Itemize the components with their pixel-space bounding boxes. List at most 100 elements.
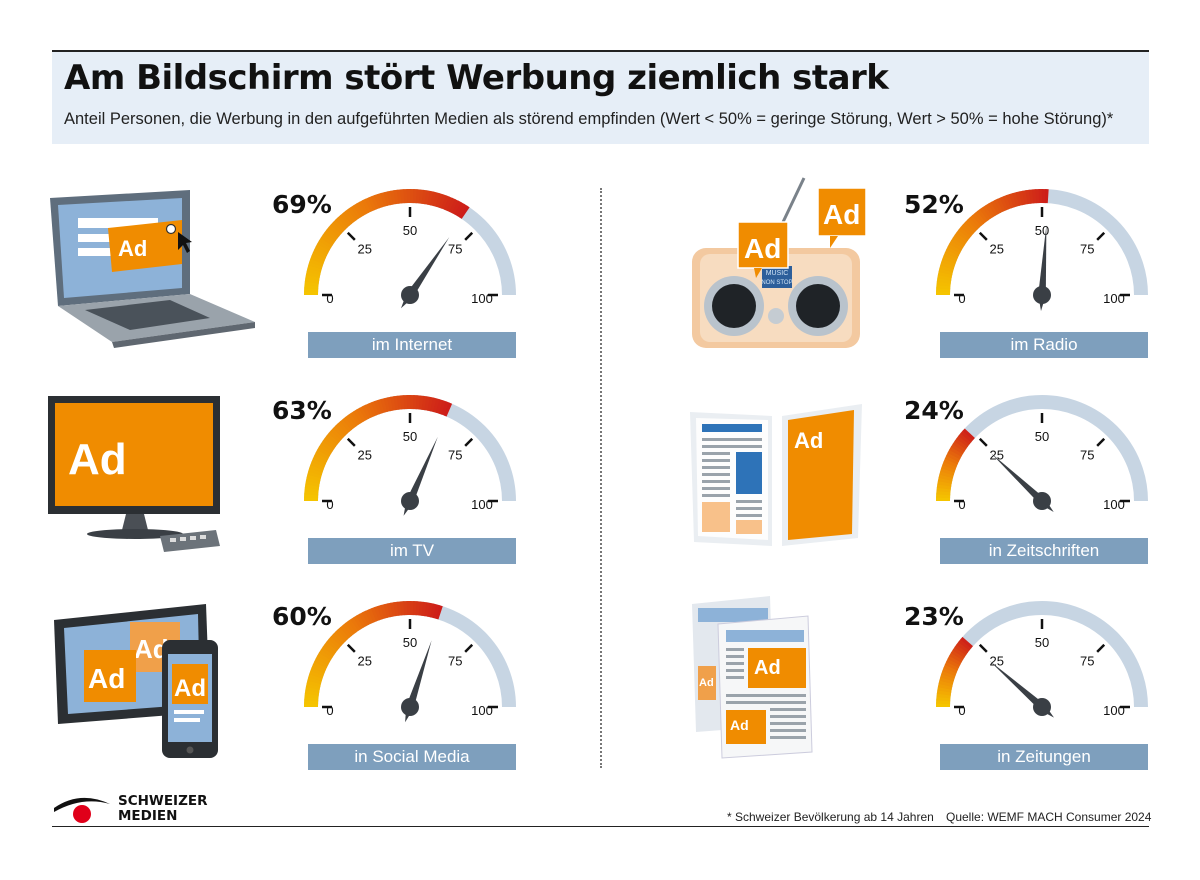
gauge-needle-hub <box>401 698 419 716</box>
magazine-icon: Ad <box>690 404 862 546</box>
gauge-tick <box>1096 231 1106 241</box>
page-title: Am Bildschirm stört Werbung ziemlich sta… <box>64 58 889 98</box>
page-subtitle: Anteil Personen, die Werbung in den aufg… <box>64 110 1114 128</box>
gauge-scale-label: 100 <box>471 497 493 512</box>
gauge-scale-label: 50 <box>403 223 417 238</box>
gauge-scale-label: 25 <box>358 448 372 463</box>
gauge-fill-segment <box>459 205 470 219</box>
radio-icon: MUSIC NON STOP Ad Ad <box>692 177 867 348</box>
logo-line2: MEDIEN <box>118 808 178 824</box>
gauge-internet: 69% 0 25 50 75 100 im Internet <box>270 188 516 380</box>
newspaper-icon: Ad Ad Ad <box>692 596 813 759</box>
svg-text:Ad: Ad <box>174 675 206 702</box>
gauge-tick <box>464 231 474 241</box>
gauge-tick <box>1096 643 1106 653</box>
gauge-scale-label: 25 <box>358 654 372 669</box>
radio-screen-line2: NON STOP <box>761 280 792 286</box>
top-rule <box>52 50 1149 52</box>
gauge-zeitschriften: 24% 0 25 50 75 100 in Zeitschriften <box>902 395 1148 586</box>
gauge-scale-label: 0 <box>958 703 965 718</box>
gauge-fill-segment <box>443 402 453 417</box>
svg-text:Ad: Ad <box>744 233 781 264</box>
gauge-tv: 63% 0 25 50 75 100 im TV <box>270 394 516 586</box>
gauge-scale-label: 100 <box>1103 497 1125 512</box>
svg-text:Ad: Ad <box>754 657 781 679</box>
gauge-label: in Social Media <box>308 744 516 770</box>
svg-text:Ad: Ad <box>730 717 749 733</box>
svg-text:Ad: Ad <box>88 663 125 694</box>
gauge-social-media: 60% 0 25 50 75 100 in Social Media <box>270 600 516 792</box>
gauge-scale-label: 50 <box>1035 429 1049 444</box>
gauge-tick <box>346 437 356 447</box>
gauge-needle-hub <box>1033 698 1051 716</box>
gauge-scale-label: 25 <box>990 242 1004 257</box>
gauge-needle-hub <box>1033 286 1051 304</box>
gauge-radio: 52% 0 25 50 75 100 im Radio <box>902 188 1148 380</box>
gauge-scale-label: 25 <box>990 448 1004 463</box>
gauge-scale-label: 0 <box>958 497 965 512</box>
gauge-label: im Internet <box>308 332 516 358</box>
gauge-scale-label: 75 <box>448 654 462 669</box>
gauge-value: 60% <box>272 602 332 631</box>
gauge-label: in Zeitschriften <box>940 538 1148 564</box>
gauge-fill-segment <box>960 636 974 649</box>
gauge-label: in Zeitungen <box>940 744 1148 770</box>
column-divider <box>600 188 602 768</box>
gauge-scale-label: 100 <box>1103 703 1125 718</box>
laptop-icon: Ad <box>50 190 255 348</box>
gauge-scale-label: 50 <box>403 429 417 444</box>
gauge-value: 23% <box>904 602 964 631</box>
gauge-tick <box>464 437 474 447</box>
radio-screen-line1: MUSIC <box>766 270 789 277</box>
gauge-scale-label: 75 <box>1080 654 1094 669</box>
logo-line1: SCHWEIZER <box>118 793 208 809</box>
gauge-needle-hub <box>1033 492 1051 510</box>
gauge-scale-label: 75 <box>448 242 462 257</box>
gauge-zeitungen: 23% 0 25 50 75 100 in Zeitungen <box>902 601 1148 792</box>
gauge-scale-label: 25 <box>358 242 372 257</box>
footer-rule <box>52 826 1149 827</box>
gauge-tick <box>464 643 474 653</box>
gauge-scale-label: 100 <box>471 291 493 306</box>
gauge-label: im Radio <box>940 332 1148 358</box>
gauge-tick <box>978 231 988 241</box>
gauge-scale-label: 50 <box>1035 223 1049 238</box>
gauge-value: 52% <box>904 190 964 219</box>
gauge-label: im TV <box>308 538 516 564</box>
source: Quelle: WEMF MACH Consumer 2024 <box>946 810 1152 824</box>
tv-icon: Ad <box>48 396 220 552</box>
gauge-scale-label: 0 <box>326 497 333 512</box>
gauge-tick <box>346 643 356 653</box>
footnote: * Schweizer Bevölkerung ab 14 Jahren <box>727 810 934 824</box>
gauge-value: 69% <box>272 190 332 219</box>
gauge-scale-label: 0 <box>326 291 333 306</box>
gauge-value: 63% <box>272 396 332 425</box>
tv-ad-text: Ad <box>68 435 127 484</box>
gauge-tick <box>978 643 988 653</box>
gauge-scale-label: 75 <box>448 448 462 463</box>
gauge-tick <box>346 231 356 241</box>
gauge-scale-label: 0 <box>958 291 965 306</box>
laptop-ad-text: Ad <box>118 236 147 261</box>
svg-text:Ad: Ad <box>699 677 714 689</box>
gauge-needle-hub <box>401 286 419 304</box>
gauge-scale-label: 100 <box>471 703 493 718</box>
gauge-scale-label: 75 <box>1080 448 1094 463</box>
gauge-fill-segment <box>962 428 975 441</box>
gauge-scale-label: 50 <box>403 635 417 650</box>
header-banner: Am Bildschirm stört Werbung ziemlich sta… <box>52 52 1149 144</box>
gauge-scale-label: 25 <box>990 654 1004 669</box>
gauge-value: 24% <box>904 396 964 425</box>
logo-mark-icon <box>54 797 110 823</box>
gauge-scale-label: 100 <box>1103 291 1125 306</box>
tablet-phone-icon: Ad Ad Ad <box>54 604 218 758</box>
gauge-fill-segment <box>435 605 443 620</box>
gauge-tick <box>978 437 988 447</box>
gauge-needle-hub <box>401 492 419 510</box>
gauge-scale-label: 75 <box>1080 242 1094 257</box>
gauge-tick <box>1096 437 1106 447</box>
svg-text:Ad: Ad <box>794 428 823 453</box>
gauge-scale-label: 50 <box>1035 635 1049 650</box>
gauge-scale-label: 0 <box>326 703 333 718</box>
logo: SCHWEIZER MEDIEN <box>52 794 212 826</box>
